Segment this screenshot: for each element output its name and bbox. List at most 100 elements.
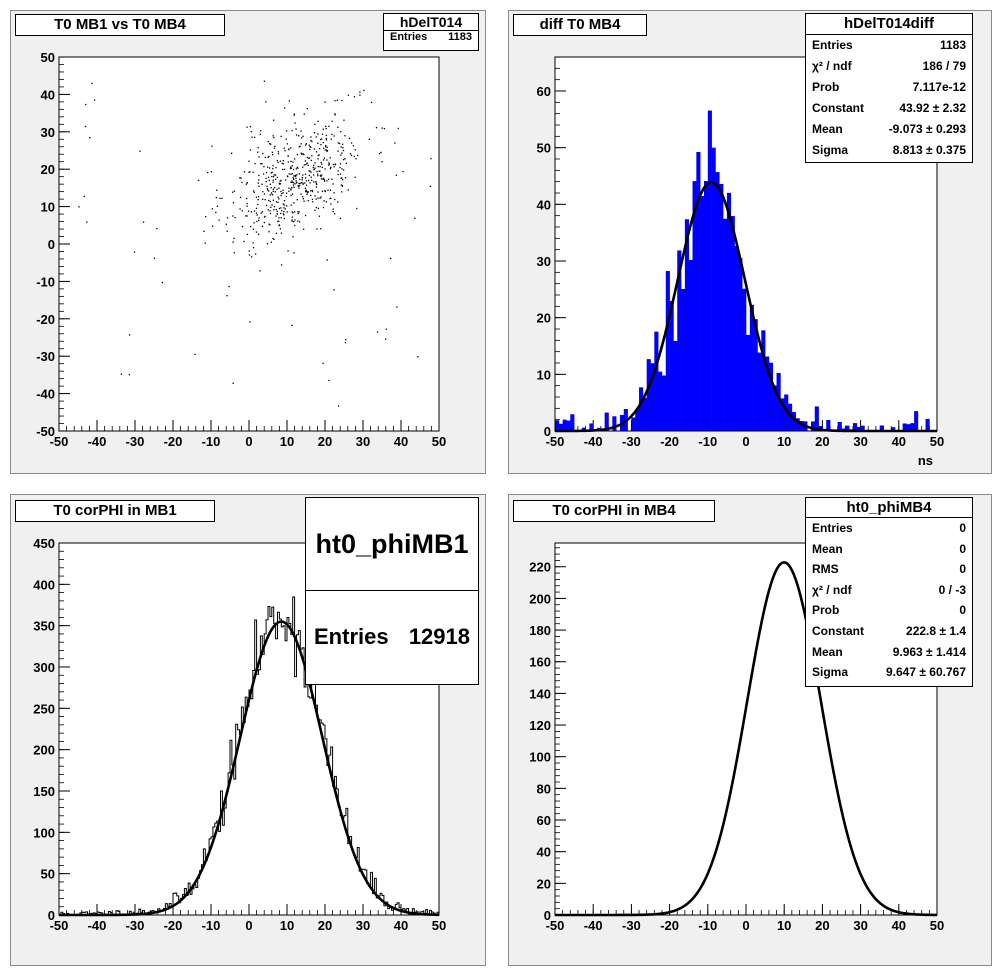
scatter-point	[270, 143, 272, 145]
stats-box: ht0_phiMB4 Entries 0 Mean 0 RMS 0 χ² / ndf 0…	[805, 497, 973, 687]
stats-box: ht0_phiMB1 Entries 12918	[305, 497, 479, 685]
scatter-point	[294, 183, 296, 185]
scatter-point	[290, 194, 292, 197]
scatter-point	[257, 233, 260, 235]
scatter-point	[307, 179, 310, 182]
scatter-point	[300, 182, 303, 184]
scatter-point	[333, 135, 335, 137]
scatter-point	[312, 164, 315, 167]
y-tick-label: 40	[537, 197, 551, 212]
scatter-point	[353, 96, 356, 98]
stats-row: Mean 9.963 ± 1.414	[806, 642, 972, 663]
scatter-point	[256, 214, 258, 216]
scatter-point	[133, 251, 136, 253]
scatter-point	[239, 208, 241, 210]
scatter-point	[332, 183, 334, 185]
scatter-point	[293, 186, 295, 188]
scatter-point	[266, 166, 269, 168]
scatter-point	[254, 163, 256, 165]
scatter-point	[342, 147, 344, 149]
scatter-point	[291, 180, 293, 182]
scatter-point	[333, 166, 335, 168]
scatter-point	[298, 211, 300, 213]
histogram-bar	[581, 427, 586, 431]
scatter-point	[291, 211, 293, 213]
scatter-point	[218, 219, 220, 221]
y-tick-label: 0	[544, 908, 551, 923]
scatter-point	[271, 153, 274, 156]
scatter-point	[291, 193, 294, 195]
scatter-point	[350, 142, 353, 144]
scatter-point	[205, 215, 207, 218]
scatter-point	[344, 135, 346, 137]
scatter-point	[284, 208, 286, 210]
scatter-point	[283, 168, 286, 171]
histogram-bar	[761, 330, 766, 431]
scatter-point	[297, 167, 299, 169]
scatter-point	[307, 164, 309, 166]
scatter-point	[325, 144, 327, 147]
scatter-point	[252, 171, 254, 174]
scatter-point	[267, 156, 269, 159]
scatter-point	[295, 128, 297, 130]
pad-title: T0 corPHI in MB1	[15, 500, 215, 522]
histogram-bar	[566, 420, 571, 431]
stats-value: 0	[959, 521, 966, 535]
scatter-point	[263, 80, 266, 82]
scatter-point	[269, 194, 271, 196]
histogram-bar	[788, 403, 793, 431]
scatter-point	[120, 373, 123, 375]
scatter-point	[300, 193, 302, 195]
scatter-point	[291, 220, 293, 222]
scatter-point	[301, 137, 303, 139]
scatter-point	[269, 224, 271, 226]
scatter-point	[302, 183, 304, 185]
scatter-point	[302, 135, 304, 137]
y-tick-label: 20	[41, 162, 55, 177]
stats-row: RMS 0	[806, 559, 972, 580]
scatter-point	[321, 138, 323, 140]
scatter-point	[272, 190, 274, 192]
scatter-point	[340, 146, 342, 148]
scatter-point	[313, 181, 315, 183]
scatter-point	[271, 175, 273, 178]
scatter-point	[253, 222, 255, 224]
scatter-point	[287, 155, 289, 157]
scatter-point	[272, 167, 274, 170]
scatter-point	[295, 168, 297, 170]
scatter-point	[309, 148, 311, 151]
scatter-point	[85, 103, 87, 106]
scatter-point	[323, 157, 326, 159]
scatter-point	[293, 252, 295, 254]
scatter-point	[305, 190, 307, 193]
scatter-point	[292, 182, 295, 184]
scatter-point	[333, 289, 335, 291]
y-tick-label: 20	[537, 311, 551, 326]
scatter-point	[263, 216, 266, 218]
scatter-point	[272, 119, 275, 121]
y-tick-label: 0	[48, 237, 55, 252]
scatter-point	[265, 204, 268, 207]
scatter-point	[325, 134, 327, 137]
scatter-point	[86, 221, 88, 223]
scatter-point	[267, 189, 269, 191]
histogram-bar	[642, 397, 647, 431]
scatter-point	[293, 158, 296, 160]
scatter-point	[328, 164, 330, 166]
scatter-point	[286, 205, 288, 207]
scatter-point	[322, 128, 324, 130]
scatter-point	[345, 162, 348, 165]
x-tick-label: 20	[318, 918, 332, 933]
histogram-bar	[555, 420, 560, 431]
y-tick-label: 60	[537, 84, 551, 99]
scatter-point	[330, 203, 332, 205]
scatter-point	[305, 180, 308, 182]
scatter-point	[270, 192, 273, 194]
histogram-bar	[791, 412, 796, 431]
scatter-point	[396, 306, 398, 308]
x-tick-label: 20	[318, 434, 332, 449]
x-tick-label: 50	[930, 434, 944, 449]
histogram-bar	[684, 219, 689, 431]
scatter-point	[285, 138, 287, 140]
scatter-point	[252, 190, 255, 192]
